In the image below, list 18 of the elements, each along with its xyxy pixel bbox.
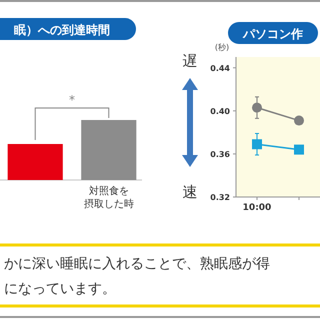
y-tick-label: 0.44 [210,64,230,73]
chart-title: パソコン作 [242,27,303,41]
text: 速 [182,183,198,201]
point [252,139,262,150]
x-tick-label: 対照食を摂取した時 [84,185,134,210]
point [294,144,304,155]
y-tick-label: 0.32 [210,193,230,202]
y-tick-label: 0.40 [210,106,230,116]
text: になっています。 [4,281,116,297]
y-tick-label: 0.36 [210,150,230,159]
text: かに深い睡眠に入れることで、熟眠感が得 [4,256,270,272]
chart-title: 眠）への到達時間 [14,23,110,37]
x-tick-label: 10:00 [242,203,272,213]
text: 遅 [182,52,198,70]
significance-bracket: * [34,93,110,140]
point [294,116,304,126]
y-axis-title: (秒) [214,43,230,52]
point [252,102,262,113]
